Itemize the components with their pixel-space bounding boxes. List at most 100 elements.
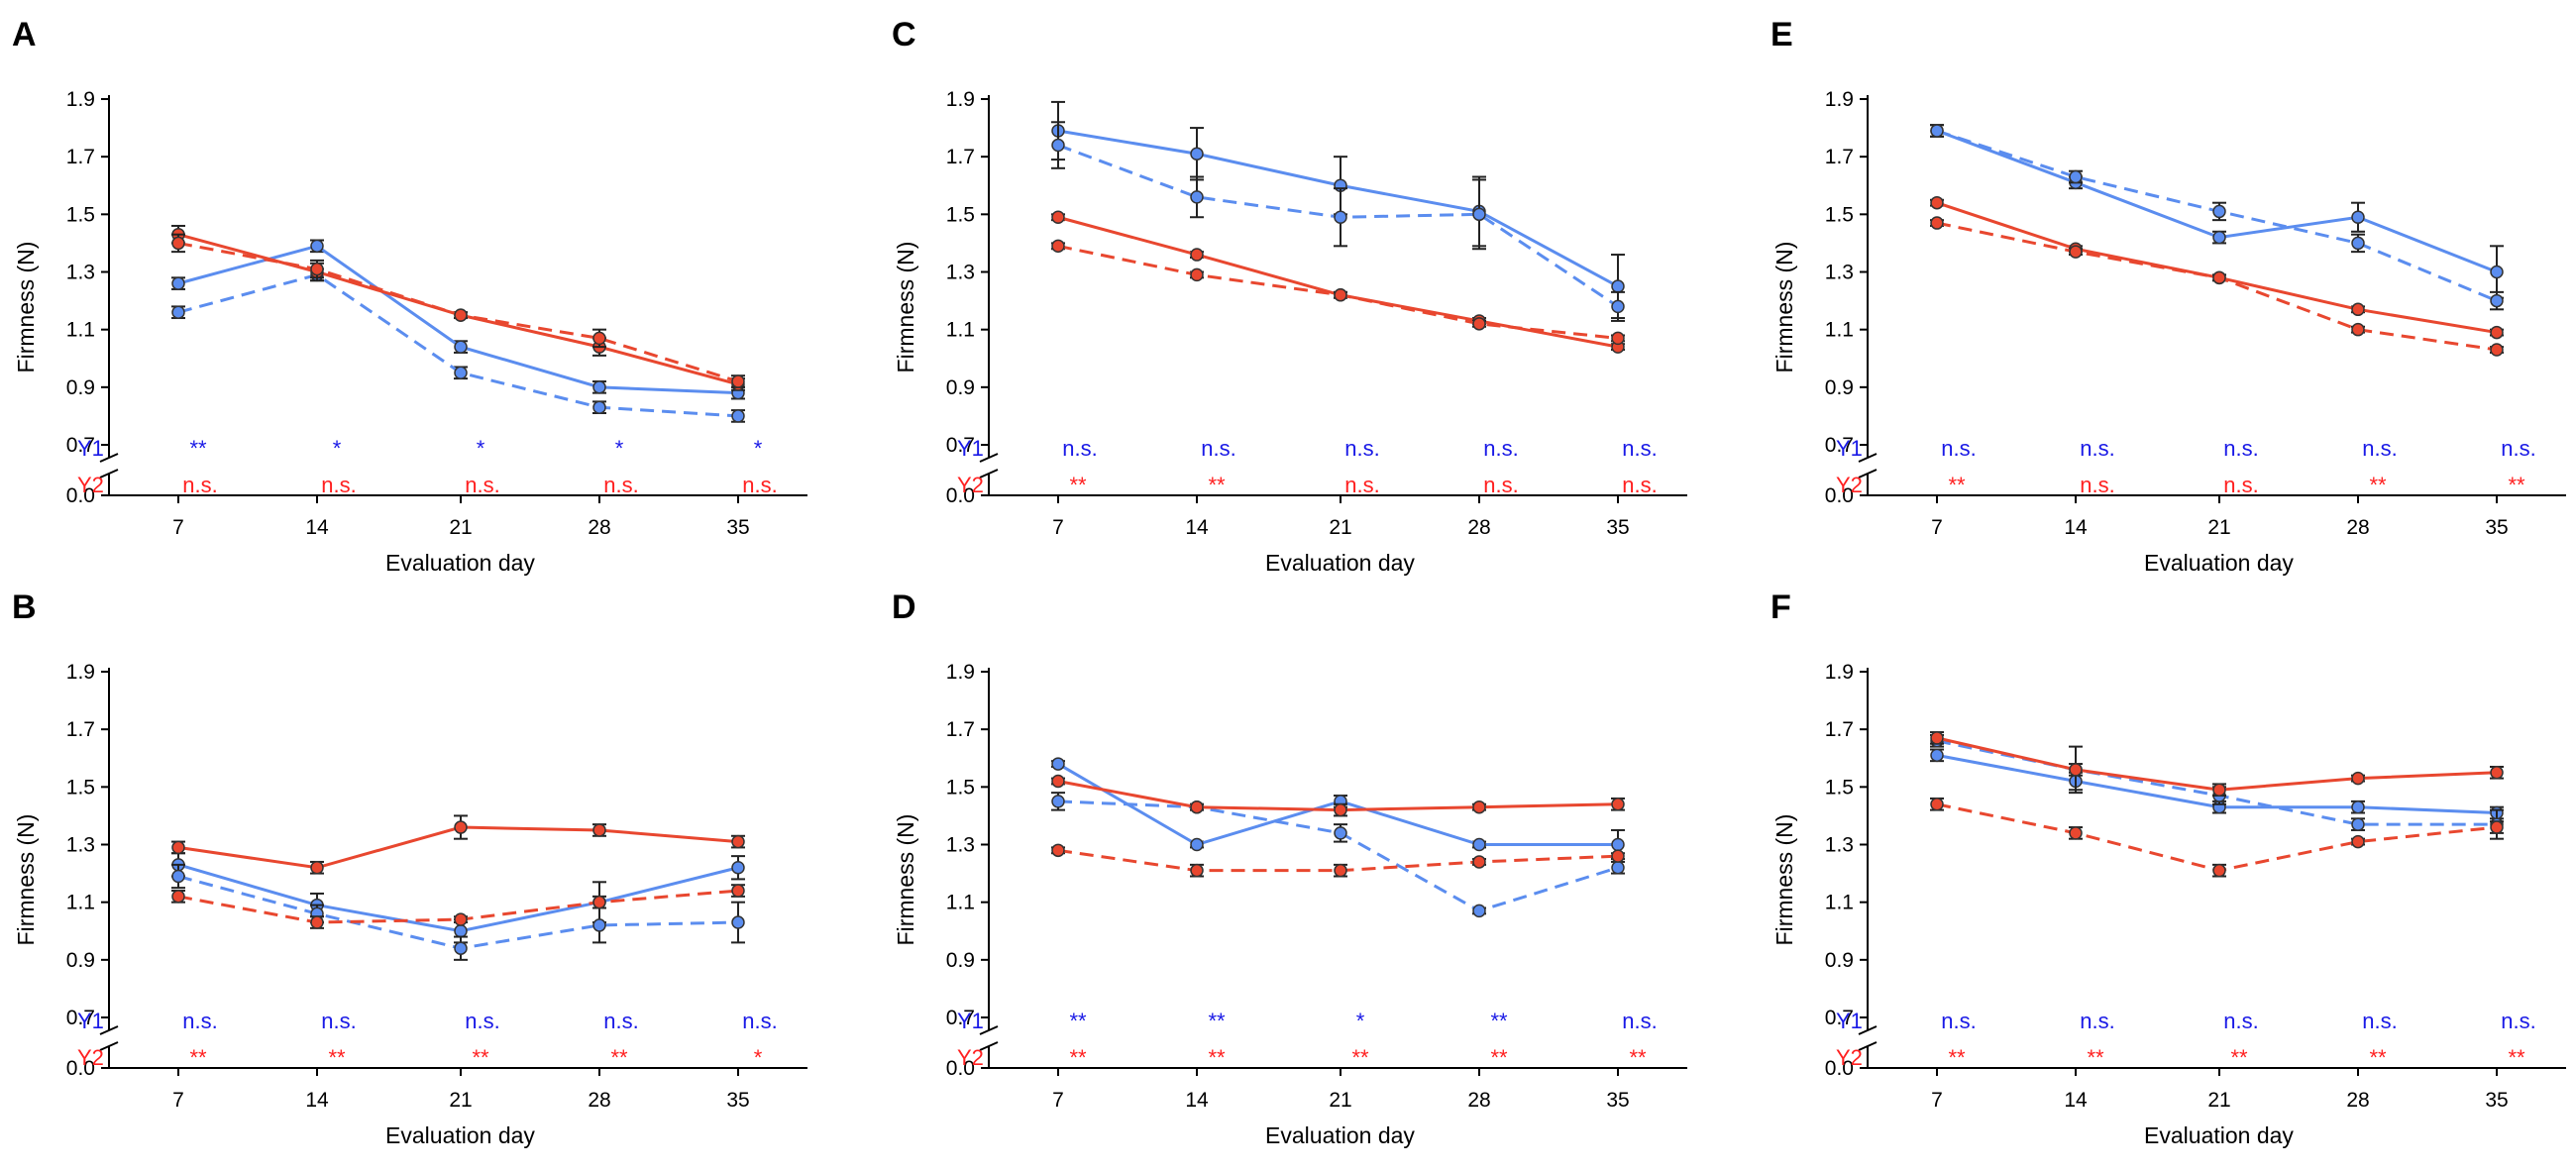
- significance-mark: n.s.: [1483, 436, 1518, 461]
- data-point: [1334, 210, 1347, 224]
- significance-mark: **: [328, 1045, 346, 1070]
- y-axis-break-mark: [99, 469, 119, 479]
- y-tick-label: 0.0: [1825, 1057, 1854, 1080]
- data-point: [731, 884, 745, 898]
- significance-mark: **: [2369, 473, 2387, 497]
- data-point: [1930, 731, 1944, 745]
- significance-mark: **: [1948, 473, 1966, 497]
- x-tick-label: 14: [305, 1089, 329, 1112]
- y-axis-title: Firmness (N): [13, 242, 39, 373]
- significance-mark: *: [615, 436, 624, 461]
- significance-mark: **: [2508, 1045, 2525, 1070]
- data-point: [310, 239, 324, 254]
- data-point: [592, 918, 606, 932]
- y-axis-break-mark: [99, 453, 119, 463]
- significance-mark: **: [2230, 1045, 2248, 1070]
- significance-row-label: Y2: [957, 1045, 984, 1070]
- significance-mark: n.s.: [2501, 1009, 2535, 1033]
- data-point: [592, 895, 606, 909]
- x-tick-label: 28: [588, 516, 610, 539]
- x-axis-title: Evaluation day: [1265, 550, 1415, 576]
- significance-mark: **: [2087, 1045, 2104, 1070]
- significance-mark: n.s.: [2080, 473, 2114, 497]
- data-point: [731, 409, 745, 423]
- y-axis-title: Firmness (N): [893, 242, 918, 373]
- panel-letter: D: [892, 588, 916, 626]
- significance-mark: **: [1208, 473, 1226, 497]
- data-point: [592, 400, 606, 414]
- y-tick-label: 0.0: [1825, 484, 1854, 507]
- significance-row-label: Y2: [77, 1045, 104, 1070]
- y-tick-label: 1.1: [1825, 892, 1854, 914]
- data-point: [454, 941, 468, 955]
- significance-mark: n.s.: [1344, 473, 1379, 497]
- y-tick-label: 1.9: [1825, 88, 1854, 111]
- data-point: [310, 915, 324, 929]
- significance-mark: n.s.: [2080, 436, 2114, 461]
- significance-mark: **: [1490, 1009, 1508, 1033]
- data-point: [1472, 800, 1486, 814]
- y-axis-break-mark: [979, 453, 999, 463]
- x-tick-label: 21: [1329, 1089, 1351, 1112]
- x-tick-label: 35: [726, 1089, 749, 1112]
- data-point: [1051, 843, 1065, 858]
- panel-letter: F: [1771, 588, 1791, 626]
- y-tick-label: 1.1: [1825, 319, 1854, 342]
- significance-mark: *: [333, 436, 342, 461]
- x-tick-label: 7: [1931, 516, 1943, 539]
- data-point: [1930, 798, 1944, 811]
- significance-row-label: Y2: [77, 473, 104, 497]
- data-point: [1190, 147, 1204, 161]
- y-axis-title: Firmness (N): [13, 814, 39, 946]
- data-point: [1334, 863, 1347, 878]
- y-tick-label: 1.7: [1825, 718, 1854, 741]
- significance-mark: n.s.: [2223, 436, 2258, 461]
- y-tick-label: 1.9: [66, 661, 95, 684]
- significance-mark: **: [189, 1045, 207, 1070]
- series-line-3: [1057, 215, 1619, 349]
- x-tick-label: 21: [2207, 516, 2230, 539]
- y-tick-label: 1.1: [946, 892, 975, 914]
- y-tick-label: 0.7: [1825, 1007, 1854, 1029]
- y-axis-title: Firmness (N): [893, 814, 918, 946]
- y-axis-break-mark: [1858, 1041, 1878, 1051]
- data-point: [2351, 834, 2365, 849]
- y-tick-label: 0.0: [66, 1057, 95, 1080]
- data-point: [2490, 265, 2504, 279]
- panel-letter: E: [1771, 16, 1793, 53]
- x-axis-title: Evaluation day: [2144, 550, 2294, 576]
- significance-mark: n.s.: [465, 1009, 499, 1033]
- y-tick-label: 0.7: [1825, 434, 1854, 457]
- y-tick-label: 0.9: [66, 949, 95, 972]
- significance-mark: n.s.: [742, 1009, 777, 1033]
- data-point: [1930, 216, 1944, 230]
- significance-mark: *: [754, 1045, 763, 1070]
- data-point: [2212, 204, 2226, 219]
- y-tick-label: 0.7: [66, 434, 95, 457]
- data-point: [2351, 771, 2365, 786]
- data-point: [1611, 279, 1625, 293]
- y-tick-label: 0.9: [1825, 376, 1854, 399]
- y-axis-break-mark: [1858, 453, 1878, 463]
- significance-mark: **: [189, 436, 207, 461]
- significance-row-label: Y2: [957, 473, 984, 497]
- x-tick-label: 14: [1185, 516, 1209, 539]
- data-point: [1611, 798, 1625, 811]
- y-axis-break-mark: [1858, 1025, 1878, 1035]
- significance-mark: n.s.: [2223, 473, 2258, 497]
- data-point: [1611, 331, 1625, 346]
- y-tick-label: 1.9: [946, 88, 975, 111]
- y-tick-label: 1.5: [1825, 203, 1854, 226]
- y-tick-label: 1.5: [946, 203, 975, 226]
- data-point: [1051, 795, 1065, 808]
- data-point: [2490, 766, 2504, 780]
- significance-mark: n.s.: [742, 473, 777, 497]
- data-point: [2212, 783, 2226, 797]
- data-point: [731, 374, 745, 388]
- significance-mark: **: [1069, 1045, 1087, 1070]
- significance-mark: n.s.: [2080, 1009, 2114, 1033]
- data-point: [2212, 230, 2226, 245]
- y-tick-label: 1.3: [66, 834, 95, 857]
- data-point: [1472, 904, 1486, 918]
- y-tick-label: 1.5: [1825, 776, 1854, 799]
